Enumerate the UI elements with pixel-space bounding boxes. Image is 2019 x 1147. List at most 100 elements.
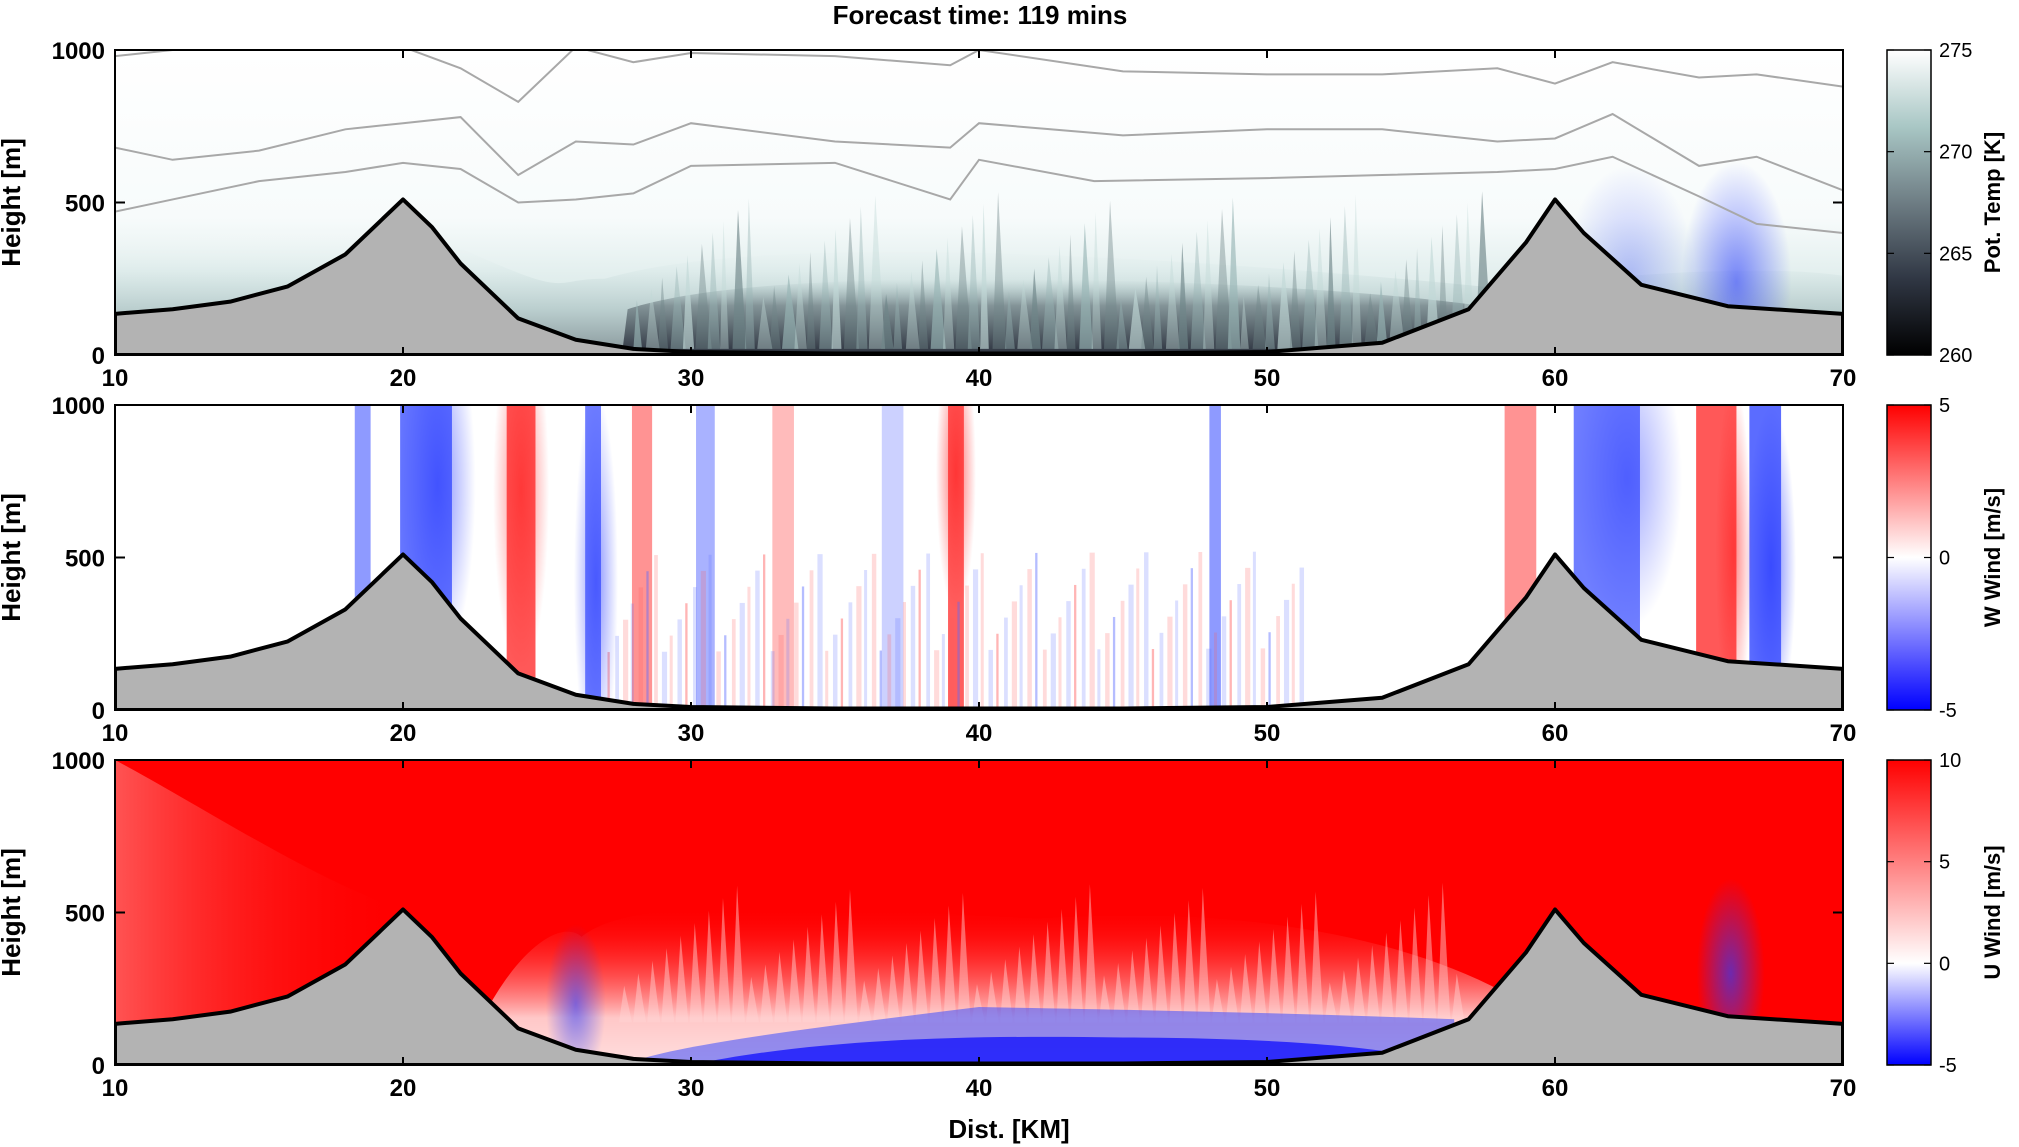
top-turbulence-streak-40 xyxy=(1116,299,1128,349)
middle-turbulent-plume-39 xyxy=(902,602,906,709)
middle-turbulent-plume-90 xyxy=(1299,567,1305,709)
middle-y-tick-label-1: 0 xyxy=(92,698,105,725)
bottom-mixing-spike-43 xyxy=(1211,978,1225,1023)
middle-y-tick-label-3: 1000 xyxy=(52,393,105,420)
top-colorbar-tick-label-1: 260 xyxy=(1939,345,1972,367)
top-right-cold-plume-1 xyxy=(1681,161,1792,355)
top-turbulence-streak-7 xyxy=(707,232,721,349)
middle-turbulent-plume-4 xyxy=(630,603,634,709)
middle-turbulent-plume-47 xyxy=(965,585,969,709)
bottom-mixing-spike-36 xyxy=(1112,962,1126,1023)
middle-x-tick-label-7: 70 xyxy=(1830,720,1857,747)
top-y-tick-label-1: 0 xyxy=(92,343,105,370)
middle-turbulent-plume-48 xyxy=(972,569,979,709)
top-turbulence-streak-18 xyxy=(843,218,860,349)
bottom-y-axis-label: Height [m] xyxy=(0,848,26,977)
bottom-mixing-spike-47 xyxy=(1268,928,1282,1023)
bottom-mixing-spike-55 xyxy=(1381,932,1395,1023)
middle-turbulent-plume-74 xyxy=(1175,600,1179,709)
bottom-mixing-spike-32 xyxy=(1056,909,1070,1023)
middle-turbulent-plume-59 xyxy=(1058,617,1062,709)
bottom-mixing-spike-23 xyxy=(929,917,943,1023)
bottom-x-tick-label-3: 30 xyxy=(678,1075,705,1102)
middle-vertical-band-8 xyxy=(881,405,904,710)
top-y-tick-label-3: 1000 xyxy=(52,38,105,65)
top-turbulence-streak-61 xyxy=(1376,281,1388,349)
middle-turbulent-plume-50 xyxy=(988,649,993,709)
bottom-mixing-spike-13 xyxy=(788,939,802,1023)
middle-turbulent-plume-65 xyxy=(1105,633,1110,709)
top-terrain xyxy=(115,197,1843,355)
middle-vertical-band-10 xyxy=(1209,405,1221,710)
middle-colorbar-tick-label-2: 0 xyxy=(1939,548,1950,570)
top-y-axis-label: Height [m] xyxy=(0,138,26,267)
top-turbulence-streak-62 xyxy=(1388,270,1406,349)
middle-turbulent-plume-20 xyxy=(755,570,760,709)
middle-turbulent-plume-62 xyxy=(1081,568,1086,709)
middle-turbulent-plume-82 xyxy=(1237,584,1242,709)
middle-turbulent-plume-24 xyxy=(786,618,790,709)
top-turbulence-streak-33 xyxy=(1029,268,1041,349)
bottom-x-tick-label-1: 10 xyxy=(102,1075,129,1102)
bottom-mixing-spike-10 xyxy=(746,976,759,1023)
middle-turbulent-plume-2 xyxy=(615,635,619,709)
top-colorbar-tick-label-3: 270 xyxy=(1939,142,1972,164)
top-turbulence-streak-41 xyxy=(1128,287,1146,349)
middle-turbulent-plume-61 xyxy=(1074,584,1077,709)
bottom-x-tick-label-5: 50 xyxy=(1254,1075,1281,1102)
middle-turbulent-plume-69 xyxy=(1136,568,1140,709)
bottom-colorbar xyxy=(1886,759,1932,1066)
top-turbulence-streak-17 xyxy=(831,229,842,349)
bottom-mixing-spike-3 xyxy=(647,960,661,1023)
bottom-mixing-spike-49 xyxy=(1296,903,1310,1023)
middle-turbulent-plume-88 xyxy=(1283,599,1290,709)
top-turbulence-streak-55 xyxy=(1302,239,1319,349)
top-turbulence-streak-24 xyxy=(918,260,929,349)
middle-heatmap-field xyxy=(115,405,1843,710)
middle-turbulent-plume-25 xyxy=(794,602,799,709)
middle-turbulent-plume-56 xyxy=(1035,552,1038,709)
top-turbulence-streak-47 xyxy=(1203,220,1215,349)
middle-turbulent-plume-78 xyxy=(1206,648,1212,709)
middle-turbulent-plume-30 xyxy=(832,634,838,709)
middle-turbulent-plume-76 xyxy=(1190,568,1193,709)
top-turbulence-streak-63 xyxy=(1401,259,1414,349)
top-y-tick-label-2: 500 xyxy=(65,191,105,218)
bottom-mixing-spike-45 xyxy=(1239,953,1253,1023)
middle-colorbar-label: W Wind [m/s] xyxy=(1980,488,2005,627)
middle-blue-core-3 xyxy=(1572,405,1682,629)
middle-turbulent-plume-14 xyxy=(708,554,712,709)
middle-turbulent-plume-43 xyxy=(934,650,940,709)
top-x-tick-label-5: 50 xyxy=(1254,365,1281,392)
top-turbulence-streak-13 xyxy=(782,274,799,349)
top-colorbar-label: Pot. Temp [K] xyxy=(1980,132,2005,273)
middle-turbulent-plume-60 xyxy=(1066,601,1071,709)
top-turbulence-streak-32 xyxy=(1017,279,1033,349)
middle-turbulent-plume-23 xyxy=(778,634,784,709)
top-deep-cold-region xyxy=(621,279,1521,355)
top-x-tick-label-2: 20 xyxy=(390,365,417,392)
middle-turbulent-plume-57 xyxy=(1042,649,1047,709)
middle-turbulent-plume-75 xyxy=(1182,584,1188,709)
middle-turbulent-plume-8 xyxy=(661,651,668,709)
top-turbulence-streak-1 xyxy=(633,300,643,349)
middle-turbulent-plume-10 xyxy=(677,619,682,709)
top-turbulence-streak-10 xyxy=(744,198,755,349)
bottom-mixing-spike-57 xyxy=(1409,907,1423,1023)
bottom-mixing-spike-17 xyxy=(844,889,858,1023)
bottom-colorbar-tick-label-2: 0 xyxy=(1939,953,1950,975)
bottom-strong-reverse-core xyxy=(691,1036,1411,1065)
middle-turbulent-plume-31 xyxy=(840,618,844,709)
top-turbulence-streak-21 xyxy=(881,294,894,349)
top-turbulence-streak-37 xyxy=(1079,223,1094,349)
middle-turbulent-plume-41 xyxy=(918,569,921,709)
middle-blue-core-2 xyxy=(573,405,618,710)
top-panel: 10 20 30 40 50 60 70 0 500 1000 Height [m] 260 265 27… xyxy=(0,38,2005,392)
shared-x-axis-label: Dist. [KM] xyxy=(948,1114,1069,1144)
top-turbulence-streak-54 xyxy=(1289,250,1301,349)
top-turbulence-streak-11 xyxy=(757,297,773,349)
middle-y-axis-label: Height [m] xyxy=(0,493,26,622)
top-turbulence-streak-25 xyxy=(930,248,946,349)
bottom-panel: 10 20 30 40 50 60 70 0 500 1000 Height [m] -5 0 5 10 U … xyxy=(0,748,2005,1102)
top-turbulence-streak-56 xyxy=(1314,228,1328,349)
